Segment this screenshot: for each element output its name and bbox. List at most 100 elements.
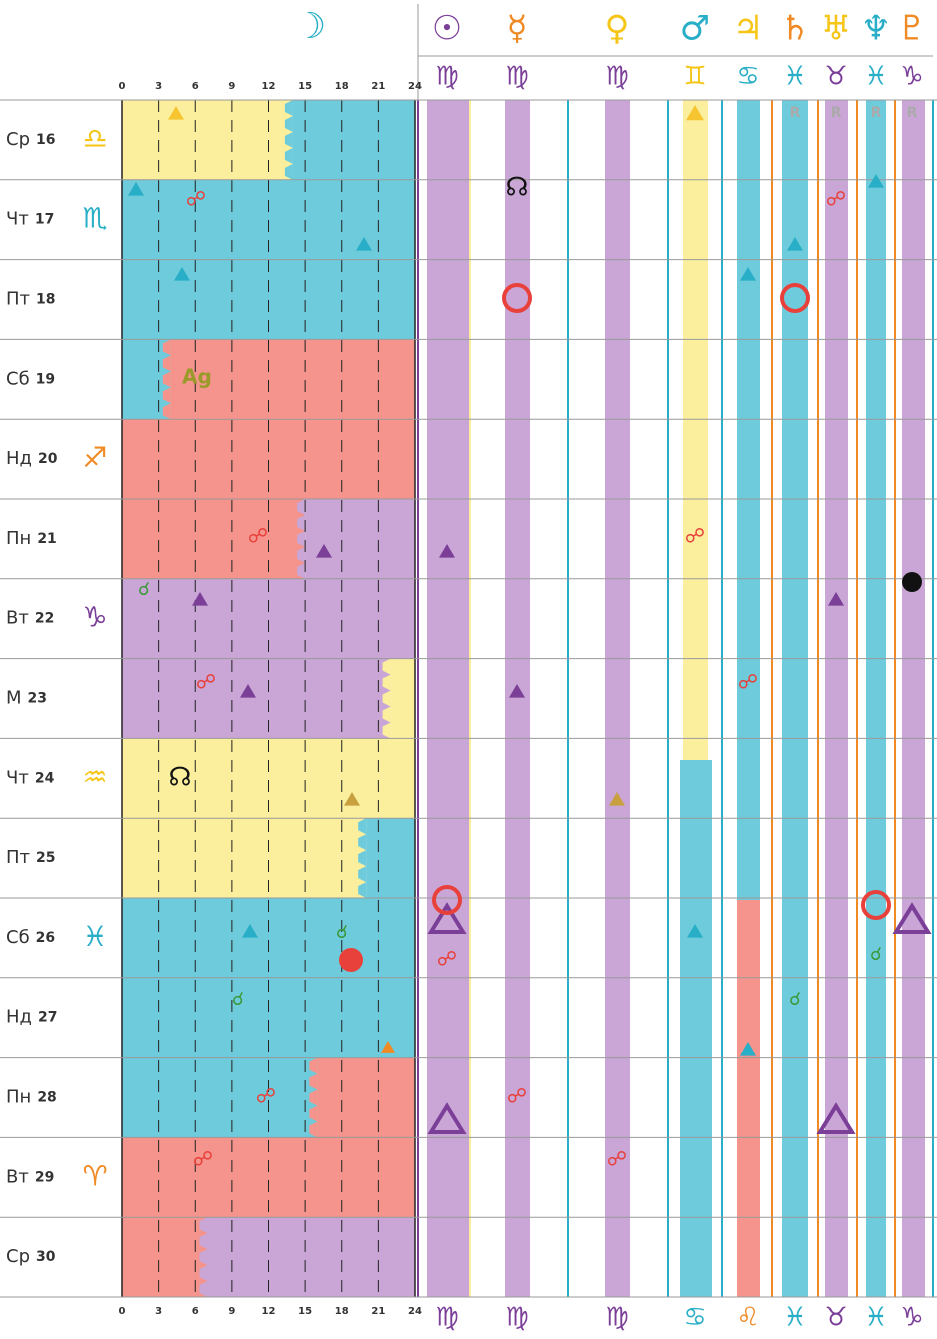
weekday: Чт — [6, 767, 29, 788]
conjunction-symbol: ☌ — [336, 922, 348, 943]
moon-edge — [358, 818, 367, 899]
day-label: Пт 18 — [6, 289, 56, 310]
aspect-triangle — [356, 237, 372, 251]
weekday: Чт — [6, 209, 29, 230]
weekday: Вт — [6, 608, 29, 629]
opposition-symbol: ☍ — [196, 670, 216, 694]
hour-label: 24 — [408, 81, 422, 92]
day-label: Ср 30 — [6, 1246, 56, 1267]
conjunction-symbol: ☌ — [232, 989, 244, 1010]
aspect-triangle — [740, 267, 756, 281]
aspect-triangle-outline — [816, 1102, 856, 1134]
moon-fill — [366, 818, 415, 898]
hour-label: 24 — [408, 1306, 422, 1317]
day-label: Ср 16 — [6, 129, 55, 150]
moon-edge — [309, 1057, 318, 1138]
opposition-symbol: ☍ — [256, 1084, 276, 1108]
smiley — [339, 948, 363, 972]
aspect-triangle — [439, 544, 455, 558]
day-label: Пн 21 — [6, 528, 57, 549]
planet-band — [427, 100, 470, 1297]
aspect-triangle — [868, 174, 884, 188]
opposition-symbol: ☍ — [607, 1147, 627, 1171]
aspect-triangle — [168, 106, 184, 120]
weekday: Пт — [6, 289, 30, 310]
aspect-triangle-outline — [427, 1102, 467, 1134]
black-moon — [902, 572, 922, 592]
moon-fill — [122, 658, 391, 739]
aspect-triangle — [740, 1042, 756, 1056]
planet-band — [505, 100, 530, 1297]
weekday: Нд — [6, 448, 32, 469]
planet-glyph: ♇ — [897, 9, 927, 49]
sign-top: ♍ — [505, 62, 528, 92]
sign-top: ♑ — [900, 62, 923, 92]
moon-fill — [390, 658, 415, 739]
planet-glyph: ♃ — [733, 9, 763, 49]
sign-top: ♓ — [864, 62, 887, 92]
hour-label: 12 — [262, 1306, 276, 1317]
hour-label: 21 — [371, 81, 385, 92]
weekday: Пн — [6, 1087, 31, 1108]
moon-fill — [122, 818, 367, 898]
node-symbol: ☊ — [505, 173, 528, 203]
date: 28 — [37, 1090, 56, 1106]
planet-station — [780, 283, 810, 313]
opposition-symbol: ☍ — [826, 187, 846, 211]
date: 22 — [35, 611, 54, 627]
sign-top: ♋ — [736, 62, 759, 92]
aspect-triangle — [316, 544, 332, 558]
aspect-triangle — [787, 237, 803, 251]
moon-fill — [122, 100, 293, 180]
conjunction-symbol: ☌ — [789, 989, 801, 1010]
aspect-triangle — [128, 182, 144, 196]
hour-label: 3 — [155, 1306, 162, 1317]
moon-fill — [170, 339, 415, 420]
sign-bottom: ♓ — [783, 1303, 806, 1333]
weekday: М — [6, 688, 22, 709]
sign-bottom: ♍ — [605, 1303, 628, 1333]
aspect-triangle — [509, 684, 525, 698]
aspect-triangle — [174, 267, 190, 281]
moon-glyph: ☽ — [294, 6, 326, 47]
planet-station — [432, 885, 462, 915]
planet-band — [782, 100, 808, 1297]
conjunction-symbol: ☌ — [138, 579, 150, 600]
aspect-triangle — [828, 592, 844, 606]
sign-bottom: ♍ — [505, 1303, 528, 1333]
hour-label: 12 — [262, 81, 276, 92]
weekday: Ср — [6, 129, 30, 150]
day-label: Вт 29 — [6, 1166, 54, 1187]
aspect-triangle — [240, 684, 256, 698]
hour-label: 9 — [228, 81, 235, 92]
opposition-symbol: ☍ — [437, 947, 457, 971]
aspect-triangle-outline — [427, 902, 467, 934]
moon-edge — [297, 499, 306, 579]
sign-top: ♊ — [683, 62, 706, 92]
moon-sign: ♓ — [82, 920, 107, 953]
aspect-triangle — [609, 792, 625, 806]
moon-fill — [305, 499, 415, 579]
sign-top: ♉ — [824, 62, 847, 92]
hour-label: 0 — [119, 81, 126, 92]
planet-band — [825, 100, 848, 1297]
hour-label: 6 — [192, 81, 199, 92]
sign-bottom: ♌ — [736, 1303, 759, 1333]
date: 16 — [36, 132, 55, 148]
planet-station — [861, 890, 891, 920]
day-label: Пт 25 — [6, 847, 56, 868]
weekday: Пн — [6, 528, 31, 549]
planet-glyph: ♆ — [861, 9, 891, 49]
planet-band — [902, 100, 925, 1297]
aspect-triangle — [686, 105, 704, 121]
planet-glyph: ♄ — [780, 9, 810, 49]
moon-sign: ♎ — [82, 122, 107, 155]
moon-edge — [284, 100, 293, 180]
moon-fill — [317, 1057, 415, 1138]
day-label: Сб 19 — [6, 368, 55, 389]
conjunction-symbol: ☌ — [870, 944, 882, 965]
planet-glyph: ♅ — [821, 9, 851, 49]
date: 29 — [35, 1169, 54, 1185]
hour-label: 3 — [155, 81, 162, 92]
